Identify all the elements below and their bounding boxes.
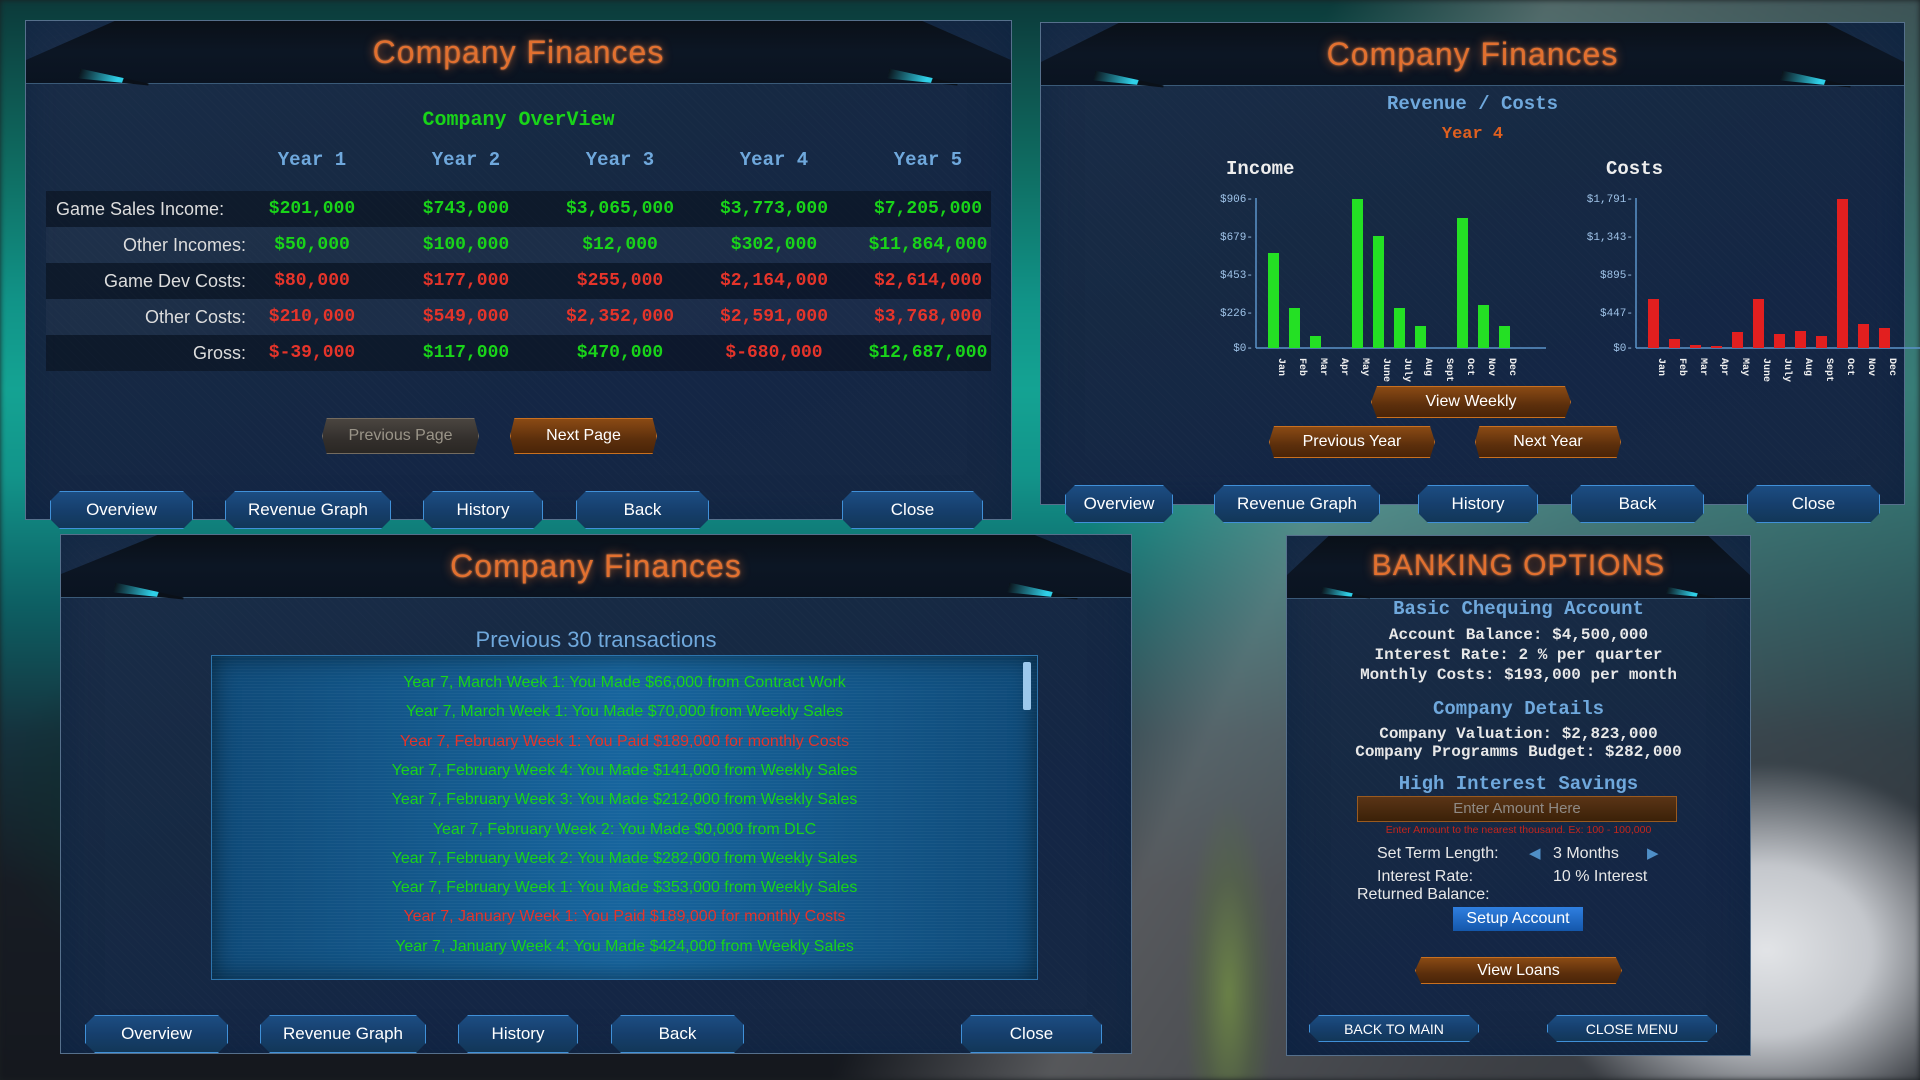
svg-text:Feb: Feb: [1676, 358, 1688, 376]
svg-text:$895-: $895-: [1600, 270, 1633, 282]
svg-text:May: May: [1359, 358, 1370, 376]
svg-text:Nov: Nov: [1865, 358, 1876, 376]
svg-text:Apr: Apr: [1338, 358, 1349, 376]
svg-text:Aug: Aug: [1422, 358, 1433, 376]
svg-text:June: June: [1380, 358, 1391, 382]
svg-text:$906-: $906-: [1220, 194, 1253, 206]
svg-text:Nov: Nov: [1485, 358, 1496, 376]
svg-text:Sept: Sept: [1823, 358, 1834, 382]
svg-text:Mar: Mar: [1697, 358, 1708, 376]
svg-text:$453-: $453-: [1220, 270, 1253, 282]
svg-text:$226-: $226-: [1220, 308, 1253, 320]
svg-text:June: June: [1760, 358, 1771, 382]
svg-text:Mar: Mar: [1317, 358, 1328, 376]
svg-text:Oct: Oct: [1464, 358, 1475, 376]
svg-text:Aug: Aug: [1802, 358, 1813, 376]
svg-text:Feb: Feb: [1296, 358, 1308, 376]
svg-text:Sept: Sept: [1443, 358, 1454, 382]
svg-text:Dec: Dec: [1506, 358, 1517, 376]
svg-text:$1,343-: $1,343-: [1587, 232, 1633, 244]
svg-text:July: July: [1781, 358, 1793, 382]
svg-text:Dec: Dec: [1886, 358, 1897, 376]
svg-text:May: May: [1739, 358, 1750, 376]
svg-text:$447-: $447-: [1600, 308, 1633, 320]
svg-text:$0-: $0-: [1233, 343, 1253, 355]
svg-text:Apr: Apr: [1718, 358, 1729, 376]
svg-text:$1,791-: $1,791-: [1587, 194, 1633, 206]
svg-text:$0-: $0-: [1613, 343, 1633, 355]
svg-text:Jan: Jan: [1655, 358, 1666, 376]
svg-text:$679-: $679-: [1220, 232, 1253, 244]
svg-text:July: July: [1401, 358, 1413, 382]
svg-text:Oct: Oct: [1844, 358, 1855, 376]
svg-text:Jan: Jan: [1275, 358, 1286, 376]
